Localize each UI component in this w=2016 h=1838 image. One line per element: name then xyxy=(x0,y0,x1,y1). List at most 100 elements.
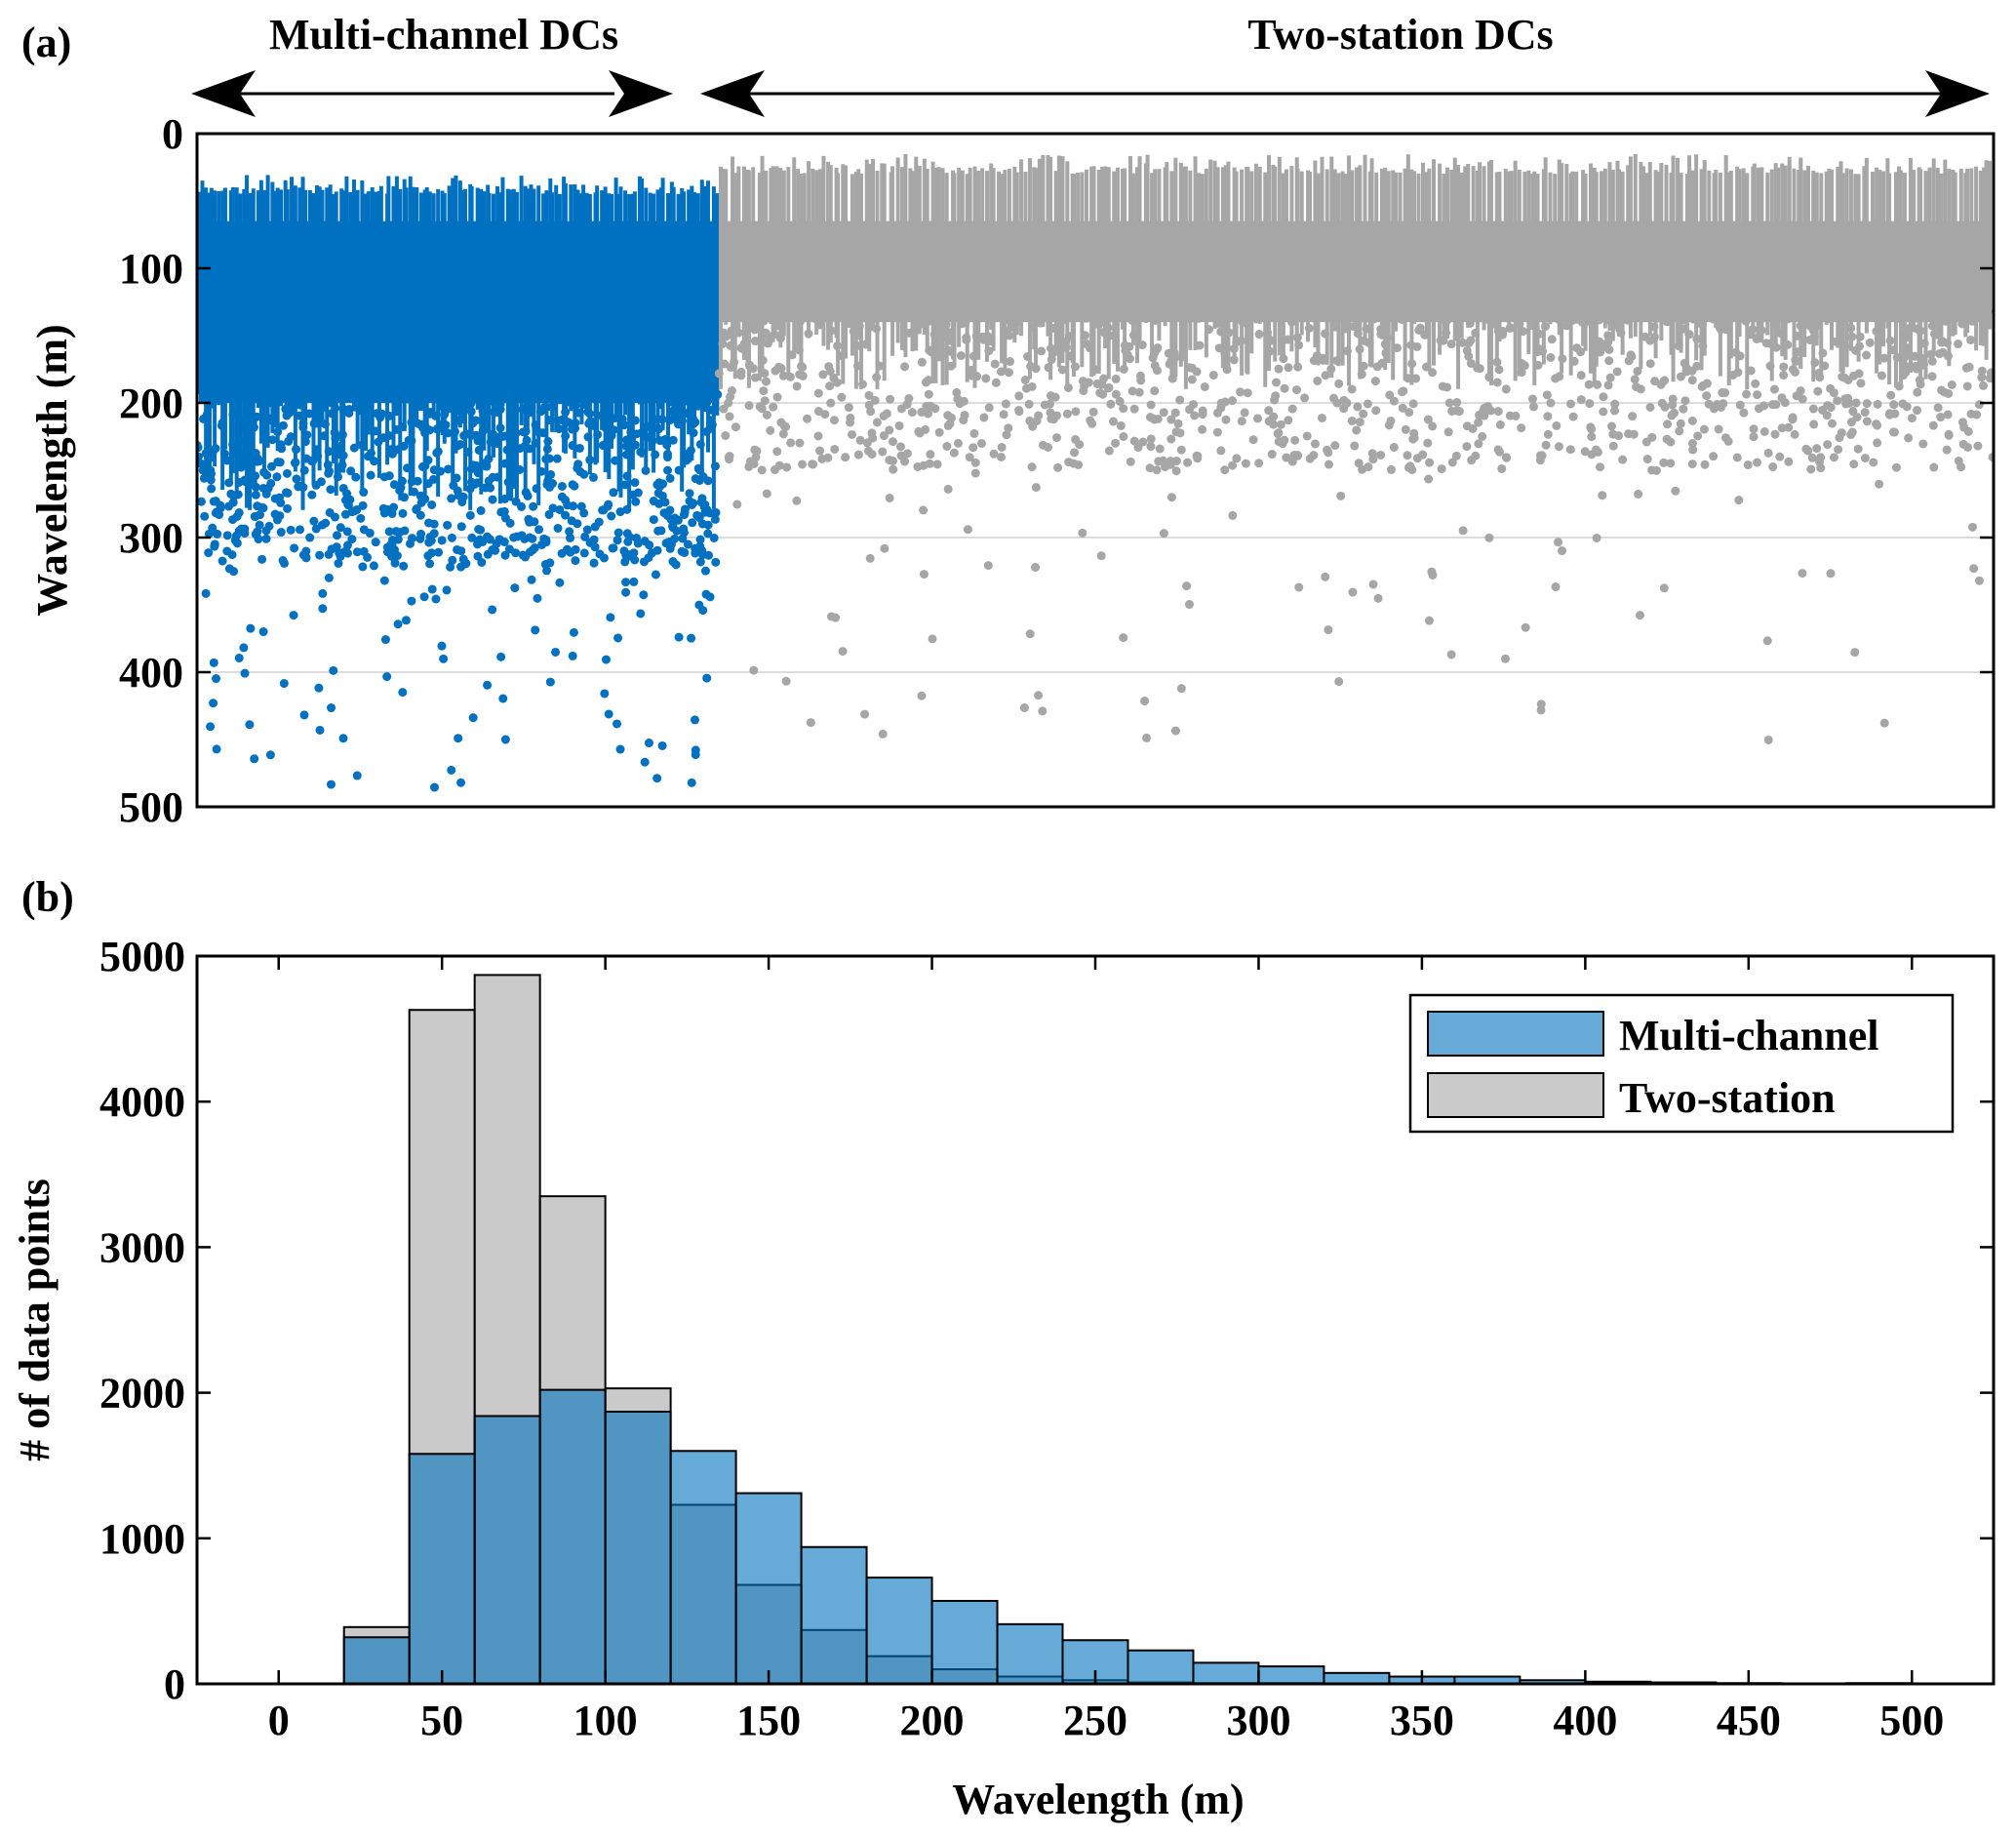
scatter-point xyxy=(924,376,933,385)
scatter-point xyxy=(336,523,345,533)
scatter-point xyxy=(674,403,684,413)
scatter-point xyxy=(486,386,495,396)
scatter-point xyxy=(1167,374,1177,383)
scatter-point xyxy=(1554,442,1563,452)
scatter-point xyxy=(795,438,805,448)
scatter-point xyxy=(275,458,285,467)
scatter-point xyxy=(1676,372,1685,381)
scatter-point xyxy=(1632,382,1641,392)
scatter-point xyxy=(695,557,705,567)
scatter-point xyxy=(371,538,380,547)
scatter-point xyxy=(212,674,221,684)
scatter-point xyxy=(1021,383,1031,393)
scatter-point xyxy=(695,465,705,475)
scatter-point xyxy=(1198,406,1207,416)
scatter-point xyxy=(298,422,308,432)
scatter-point xyxy=(1403,374,1413,383)
scatter-point xyxy=(1944,430,1954,440)
scatter-point xyxy=(259,467,269,477)
scatter-point xyxy=(548,503,558,513)
scatter-point xyxy=(1612,367,1622,377)
scatter-point xyxy=(1302,431,1312,441)
y-axis-label-a: Wavelength (m) xyxy=(28,324,76,616)
scatter-point xyxy=(949,448,959,458)
scatter-point xyxy=(1595,462,1604,472)
scatter-point xyxy=(477,557,487,567)
scatter-point xyxy=(960,411,969,420)
scatter-point xyxy=(691,385,700,395)
scatter-point xyxy=(583,432,593,442)
scatter-point xyxy=(582,525,592,535)
scatter-point xyxy=(969,428,979,438)
scatter-point xyxy=(1720,388,1730,398)
scatter-point xyxy=(956,351,966,361)
scatter-point xyxy=(880,543,889,553)
scatter-point xyxy=(493,472,502,482)
scatter-point xyxy=(1565,399,1575,409)
scatter-point xyxy=(1119,364,1128,374)
scatter-point xyxy=(968,351,978,361)
scatter-point xyxy=(1687,460,1697,469)
scatter-point xyxy=(404,394,414,404)
scatter-point xyxy=(1428,421,1438,431)
scatter-point xyxy=(759,316,769,326)
scatter-point xyxy=(1688,445,1698,455)
scatter-point xyxy=(352,547,362,557)
scatter-point xyxy=(862,438,872,448)
scatter-point xyxy=(1964,362,1974,372)
scatter-point xyxy=(1150,386,1160,396)
scatter-point xyxy=(1471,451,1481,460)
scatter-point xyxy=(609,488,618,498)
scatter-point xyxy=(760,369,770,379)
scatter-point xyxy=(1674,310,1683,320)
scatter-point xyxy=(924,389,933,399)
scatter-point xyxy=(704,550,714,560)
scatter-point xyxy=(830,444,840,454)
scatter-point xyxy=(247,371,257,380)
scatter-point xyxy=(1829,388,1838,398)
x-tick-label: 200 xyxy=(900,1697,965,1744)
scatter-point xyxy=(815,446,825,456)
scatter-point xyxy=(771,321,781,331)
scatter-point xyxy=(1108,417,1118,426)
scatter-point xyxy=(1137,340,1147,350)
scatter-point xyxy=(1466,336,1476,345)
scatter-point xyxy=(488,495,497,504)
scatter-point xyxy=(1053,307,1063,317)
scatter-point xyxy=(286,432,296,442)
scatter-point xyxy=(1719,399,1728,409)
scatter-point xyxy=(397,381,407,391)
scatter-point xyxy=(446,562,455,572)
y-tick-label: 500 xyxy=(119,783,183,831)
scatter-point xyxy=(407,596,416,606)
scatter-point xyxy=(1292,385,1302,395)
scatter-point xyxy=(879,411,889,420)
scatter-point xyxy=(279,679,289,689)
scatter-point xyxy=(353,392,363,402)
scatter-point xyxy=(1166,493,1176,502)
scatter-point xyxy=(978,310,988,320)
scatter-point xyxy=(531,420,540,430)
x-tick-label: 50 xyxy=(420,1697,463,1744)
scatter-point xyxy=(1885,336,1895,345)
scatter-point xyxy=(1193,306,1203,316)
scatter-point xyxy=(1500,654,1510,663)
scatter-point xyxy=(944,345,954,355)
scatter-point xyxy=(1251,304,1261,314)
scatter-point xyxy=(1855,341,1865,351)
scatter-point xyxy=(665,473,675,483)
scatter-point xyxy=(1423,415,1433,424)
scatter-point xyxy=(1170,408,1180,418)
scatter-point xyxy=(1166,460,1175,469)
scatter-point xyxy=(615,507,625,517)
scatter-point xyxy=(224,478,234,488)
scatter-point xyxy=(730,357,739,367)
scatter-point xyxy=(239,643,249,653)
histogram-bar xyxy=(1192,1661,1260,1684)
scatter-point xyxy=(573,519,582,529)
scatter-point xyxy=(585,455,595,464)
scatter-point xyxy=(457,498,467,507)
scatter-point xyxy=(1746,366,1756,376)
scatter-point xyxy=(640,537,650,546)
scatter-point xyxy=(689,499,698,508)
